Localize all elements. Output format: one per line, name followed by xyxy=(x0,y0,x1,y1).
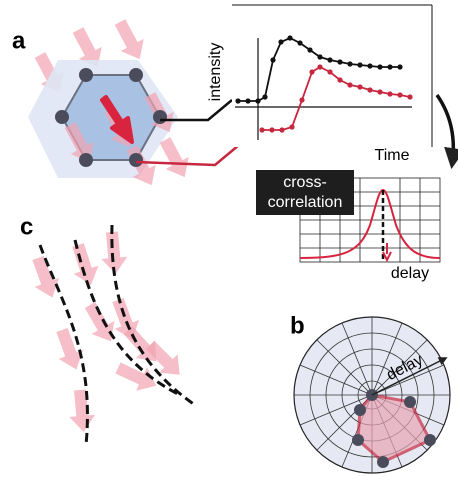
station xyxy=(153,110,167,124)
trace-dot xyxy=(269,127,274,132)
trace-dot xyxy=(259,127,264,132)
trace-dot xyxy=(407,94,412,99)
panel-label: a xyxy=(12,27,26,54)
station xyxy=(129,68,143,82)
trace-dot xyxy=(317,54,322,59)
trace-dot xyxy=(279,127,284,132)
box-label: cross- xyxy=(283,174,327,191)
shape xyxy=(377,456,389,468)
x-axis-label: Time xyxy=(375,147,410,164)
trace-dot xyxy=(289,124,294,129)
flow-arrow xyxy=(437,95,453,165)
station xyxy=(129,153,143,167)
delay-label: delay xyxy=(391,265,429,282)
trace-dot xyxy=(327,57,332,62)
trace-dot xyxy=(367,63,372,68)
trace-dot xyxy=(397,92,402,97)
trace-dot xyxy=(367,87,372,92)
trace-dot xyxy=(387,91,392,96)
trace-dot xyxy=(347,82,352,87)
page: a intensity Time xyxy=(0,0,458,477)
figure: a intensity Time xyxy=(0,0,458,477)
station xyxy=(79,153,93,167)
shape xyxy=(352,434,364,446)
trace-dot xyxy=(397,64,402,69)
panel-label: b xyxy=(290,312,305,339)
shape xyxy=(354,404,366,416)
wave-arrow xyxy=(109,16,152,65)
shape xyxy=(404,396,416,408)
trace-dot xyxy=(377,64,382,69)
trace-dot xyxy=(327,69,332,74)
station xyxy=(55,110,69,124)
trace-dot xyxy=(337,77,342,82)
trace-dot xyxy=(317,64,322,69)
trace-dot xyxy=(357,62,362,67)
trace-dot xyxy=(262,94,267,99)
wave-arrow xyxy=(67,389,97,433)
station xyxy=(79,68,93,82)
wave-arrow xyxy=(66,241,104,289)
y-axis-label: intensity xyxy=(207,43,224,102)
wave-arrow xyxy=(113,356,162,397)
trace-dot xyxy=(299,97,304,102)
trace-dot xyxy=(337,59,342,64)
trace-dot xyxy=(245,98,250,103)
panel-label: c xyxy=(20,213,33,240)
box-label: correlation xyxy=(268,194,343,211)
trace-dot xyxy=(357,84,362,89)
trace-dot xyxy=(278,39,283,44)
trace-dot xyxy=(307,47,312,52)
trace-dot xyxy=(387,64,392,69)
trace-dot xyxy=(235,98,240,103)
trace-dot xyxy=(309,69,314,74)
trace-dot xyxy=(270,57,275,62)
trace-dot xyxy=(287,35,292,40)
wavefront-arrows xyxy=(26,231,189,433)
trace-dot xyxy=(297,40,302,45)
trace-dot xyxy=(347,61,352,66)
trace-dot xyxy=(255,98,260,103)
plot-background xyxy=(232,5,432,147)
shape xyxy=(424,434,436,446)
trace-dot xyxy=(377,89,382,94)
